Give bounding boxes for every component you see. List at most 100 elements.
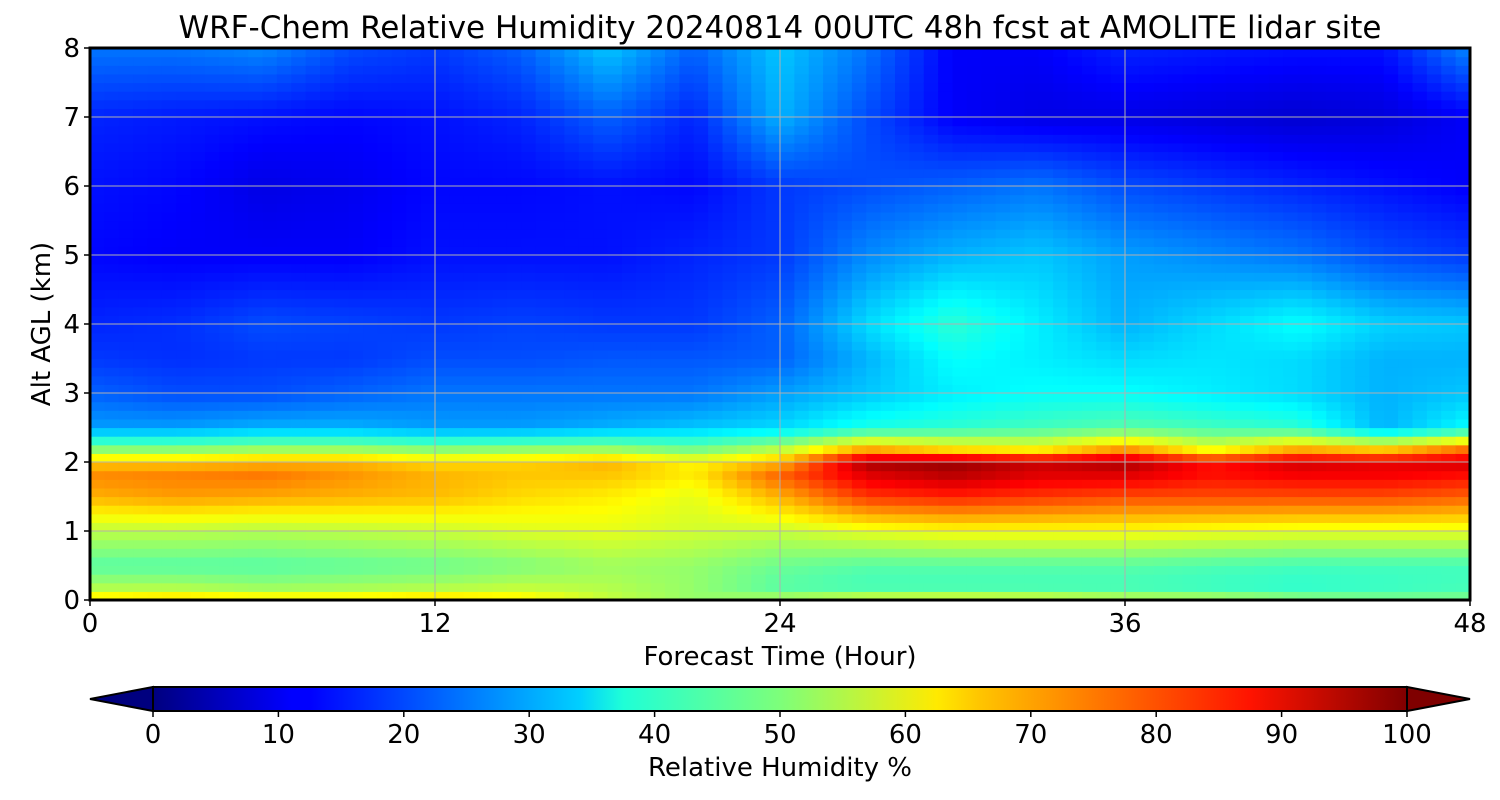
heatmap-cell xyxy=(320,470,335,480)
heatmap-cell xyxy=(1038,341,1054,351)
heatmap-cell xyxy=(636,65,652,75)
heatmap-cell xyxy=(276,591,292,600)
heatmap-cell xyxy=(693,410,709,420)
heatmap-cell xyxy=(895,436,910,446)
heatmap-cell xyxy=(1096,565,1112,575)
heatmap-cell xyxy=(535,367,551,377)
heatmap-cell xyxy=(406,470,422,480)
heatmap-cell xyxy=(780,272,795,282)
heatmap-cell xyxy=(679,194,695,204)
heatmap-cell xyxy=(190,324,206,334)
heatmap-cell xyxy=(708,444,724,454)
heatmap-cell xyxy=(1038,384,1054,394)
heatmap-cell xyxy=(693,565,709,575)
heatmap-cell xyxy=(219,410,235,420)
heatmap-cell xyxy=(708,358,724,368)
heatmap-cell xyxy=(938,487,954,498)
heatmap-cell xyxy=(866,487,882,498)
heatmap-cell xyxy=(1081,211,1097,222)
heatmap-cell xyxy=(550,125,565,135)
heatmap-cell xyxy=(420,427,436,437)
heatmap-cell xyxy=(334,375,350,385)
heatmap-cell xyxy=(578,384,594,394)
heatmap-cell xyxy=(938,393,954,403)
heatmap-cell xyxy=(837,194,853,204)
heatmap-cell xyxy=(90,444,105,454)
heatmap-cell xyxy=(1168,263,1184,273)
heatmap-cell xyxy=(291,462,307,472)
heatmap-cell xyxy=(1182,117,1198,127)
heatmap-cell xyxy=(736,496,752,506)
heatmap-cell xyxy=(895,531,910,541)
heatmap-cell xyxy=(463,591,479,600)
heatmap-cell xyxy=(1110,108,1126,118)
heatmap-cell xyxy=(1096,280,1112,291)
heatmap-cell xyxy=(708,99,724,109)
heatmap-cell xyxy=(837,384,853,394)
heatmap-cell xyxy=(837,255,853,265)
heatmap-cell xyxy=(794,393,810,403)
heatmap-cell xyxy=(765,574,781,584)
heatmap-cell xyxy=(880,375,896,385)
heatmap-cell xyxy=(578,522,594,532)
heatmap-cell xyxy=(1168,522,1184,532)
heatmap-cell xyxy=(205,384,220,394)
heatmap-cell xyxy=(607,99,623,109)
heatmap-cell xyxy=(1139,99,1155,109)
heatmap-cell xyxy=(636,315,652,325)
heatmap-cell xyxy=(823,306,839,316)
heatmap-cell xyxy=(938,117,954,127)
heatmap-cell xyxy=(995,531,1011,541)
heatmap-cell xyxy=(391,574,407,584)
heatmap-cell xyxy=(90,246,105,256)
heatmap-cell xyxy=(478,160,494,170)
heatmap-cell xyxy=(722,160,738,170)
heatmap-cell xyxy=(866,453,882,463)
heatmap-cell xyxy=(1096,375,1112,385)
heatmap-cell xyxy=(492,186,508,196)
heatmap-cell xyxy=(406,168,422,178)
heatmap-cell xyxy=(794,513,810,523)
heatmap-cell xyxy=(492,436,508,446)
heatmap-cell xyxy=(837,108,853,118)
heatmap-cell xyxy=(435,255,450,265)
heatmap-cell xyxy=(161,237,177,247)
heatmap-cell xyxy=(550,401,565,411)
heatmap-cell xyxy=(1024,384,1040,394)
heatmap-cell xyxy=(765,229,781,239)
heatmap-cell xyxy=(1182,306,1198,316)
heatmap-cell xyxy=(262,367,278,377)
heatmap-cell xyxy=(449,315,465,325)
heatmap-cell xyxy=(621,341,637,351)
heatmap-cell xyxy=(449,73,465,84)
heatmap-cell xyxy=(291,427,307,437)
heatmap-cell xyxy=(895,142,910,153)
heatmap-cell xyxy=(435,108,450,118)
heatmap-cell xyxy=(334,539,350,549)
heatmap-cell xyxy=(736,272,752,282)
heatmap-cell xyxy=(1067,505,1083,515)
heatmap-cell xyxy=(1096,367,1112,377)
heatmap-cell xyxy=(578,393,594,403)
heatmap-cell xyxy=(1081,522,1097,532)
heatmap-cell xyxy=(147,289,163,299)
heatmap-cell xyxy=(550,211,565,222)
heatmap-cell xyxy=(190,444,206,454)
heatmap-cell xyxy=(751,186,767,196)
heatmap-cell xyxy=(607,168,623,178)
heatmap-cell xyxy=(449,358,465,368)
heatmap-cell xyxy=(851,410,867,420)
heatmap-cell xyxy=(219,531,235,541)
heatmap-cell xyxy=(736,574,752,584)
heatmap-cell xyxy=(377,574,393,584)
heatmap-cell xyxy=(205,582,220,592)
heatmap-cell xyxy=(981,306,997,316)
heatmap-cell xyxy=(463,332,479,342)
heatmap-cell xyxy=(621,462,637,472)
heatmap-cell xyxy=(593,582,609,592)
heatmap-cell xyxy=(262,462,278,472)
heatmap-cell xyxy=(1196,479,1212,489)
heatmap-cell xyxy=(679,220,695,230)
heatmap-cell xyxy=(578,108,594,118)
heatmap-cell xyxy=(751,160,767,170)
